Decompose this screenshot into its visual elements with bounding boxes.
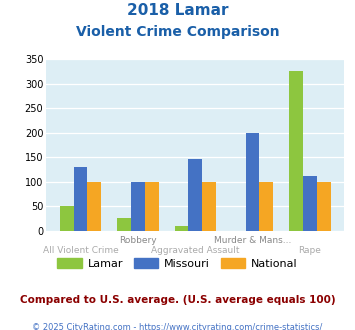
Bar	[260, 182, 273, 231]
Bar	[117, 218, 131, 231]
Text: Compared to U.S. average. (U.S. average equals 100): Compared to U.S. average. (U.S. average …	[20, 295, 335, 305]
Legend: Lamar, Missouri, National: Lamar, Missouri, National	[53, 254, 302, 273]
Text: © 2025 CityRating.com - https://www.cityrating.com/crime-statistics/: © 2025 CityRating.com - https://www.city…	[32, 323, 323, 330]
Bar	[145, 182, 159, 231]
Text: 2018 Lamar: 2018 Lamar	[127, 3, 228, 18]
Bar	[189, 159, 202, 231]
Bar	[131, 182, 145, 231]
Bar	[175, 226, 189, 231]
Text: Rape: Rape	[299, 246, 321, 255]
Bar	[60, 207, 74, 231]
Text: All Violent Crime: All Violent Crime	[43, 246, 119, 255]
Bar	[74, 167, 87, 231]
Bar	[317, 182, 331, 231]
Bar	[289, 71, 303, 231]
Bar	[87, 182, 101, 231]
Text: Murder & Mans...: Murder & Mans...	[214, 236, 291, 245]
Text: Violent Crime Comparison: Violent Crime Comparison	[76, 25, 279, 39]
Bar	[202, 182, 216, 231]
Text: Aggravated Assault: Aggravated Assault	[151, 246, 240, 255]
Text: Robbery: Robbery	[119, 236, 157, 245]
Bar	[246, 133, 260, 231]
Bar	[303, 176, 317, 231]
